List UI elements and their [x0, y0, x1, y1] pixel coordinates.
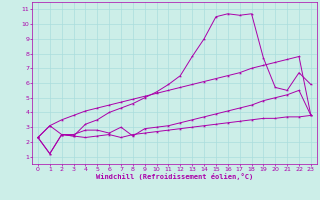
X-axis label: Windchill (Refroidissement éolien,°C): Windchill (Refroidissement éolien,°C) [96, 173, 253, 180]
